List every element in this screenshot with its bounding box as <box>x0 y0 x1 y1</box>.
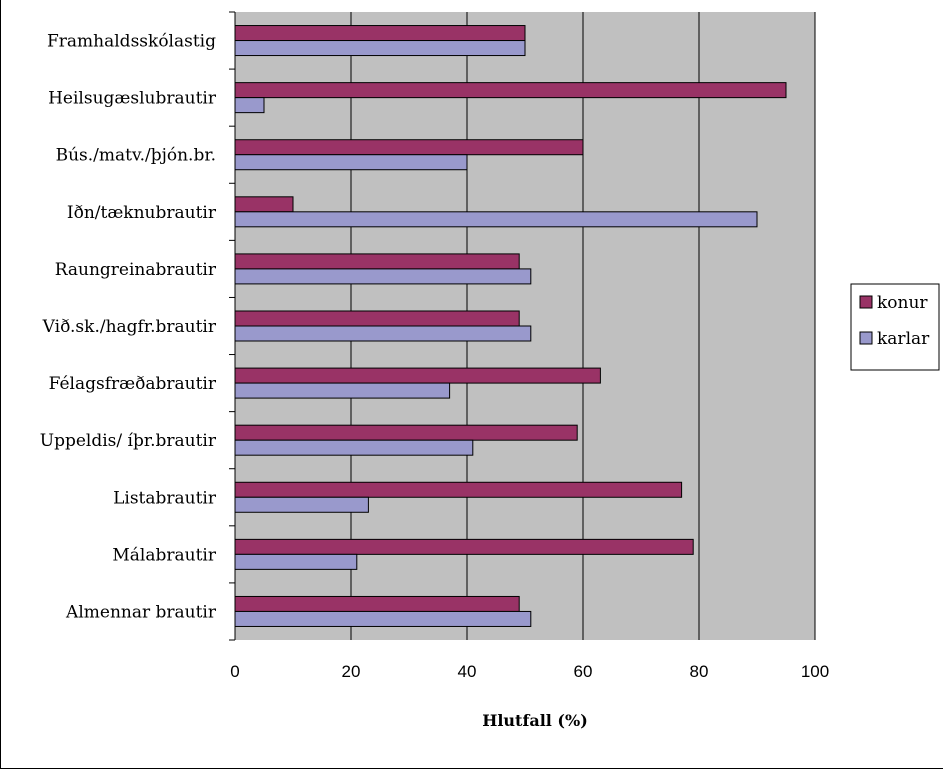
bar-konur-9 <box>234 538 694 555</box>
legend-label-konur: konur <box>877 293 928 313</box>
category-label-0: Framhaldsskólastig <box>47 32 216 52</box>
bar-konur-4 <box>234 253 520 270</box>
category-label-6: Félagsfræðabrautir <box>49 374 217 394</box>
category-label-2: Bús./matv./þjón.br. <box>56 146 216 166</box>
x-tick-label-20: 20 <box>342 662 361 681</box>
bar-konur-6 <box>234 367 601 384</box>
bar-konur-2 <box>234 139 584 156</box>
bar-konur-8 <box>234 481 683 498</box>
category-label-7: Uppeldis/ íþr.brautir <box>40 431 217 451</box>
category-label-10: Almennar brautir <box>65 602 217 622</box>
category-label-8: Listabrautir <box>113 488 217 508</box>
bar-konur-1 <box>234 82 787 99</box>
x-tick-label-0: 0 <box>230 662 239 681</box>
bars <box>234 25 787 627</box>
legend: konur karlar <box>850 283 940 371</box>
bar-konur-10 <box>234 595 520 612</box>
category-label-5: Við.sk./hagfr.brautir <box>42 317 217 337</box>
bar-karlar-8 <box>234 496 369 513</box>
legend-swatch-karlar <box>859 331 873 345</box>
bar-karlar-3 <box>234 211 758 228</box>
legend-swatch-konur <box>859 295 873 309</box>
bar-karlar-1 <box>234 97 265 114</box>
category-label-4: Raungreinabrautir <box>55 260 217 280</box>
bar-karlar-4 <box>234 268 532 285</box>
category-label-3: Iðn/tæknubrautir <box>67 203 217 223</box>
bar-konur-0 <box>234 25 526 42</box>
bar-konur-5 <box>234 310 520 327</box>
x-tick-label-80: 80 <box>690 662 709 681</box>
bar-konur-3 <box>234 196 294 213</box>
legend-label-karlar: karlar <box>877 329 930 349</box>
x-tick-label-60: 60 <box>574 662 593 681</box>
bar-karlar-9 <box>234 553 358 570</box>
x-tick-label-40: 40 <box>458 662 477 681</box>
bar-konur-7 <box>234 424 578 441</box>
bar-karlar-7 <box>234 439 474 456</box>
tick-labels: 0 20 40 60 80 100 <box>230 662 829 681</box>
category-labels: Framhaldsskólastig Heilsugæslubrautir Bús.… <box>40 32 217 623</box>
category-label-9: Málabrautir <box>112 545 216 565</box>
bar-karlar-2 <box>234 154 468 171</box>
bar-karlar-0 <box>234 40 526 57</box>
axes <box>229 11 236 641</box>
x-axis-title: Hlutfall (%) <box>482 711 588 730</box>
bar-karlar-6 <box>234 382 451 399</box>
x-tick-label-100: 100 <box>801 662 829 681</box>
category-label-1: Heilsugæslubrautir <box>48 89 217 109</box>
bar-karlar-5 <box>234 325 532 342</box>
bar-karlar-10 <box>234 610 532 627</box>
